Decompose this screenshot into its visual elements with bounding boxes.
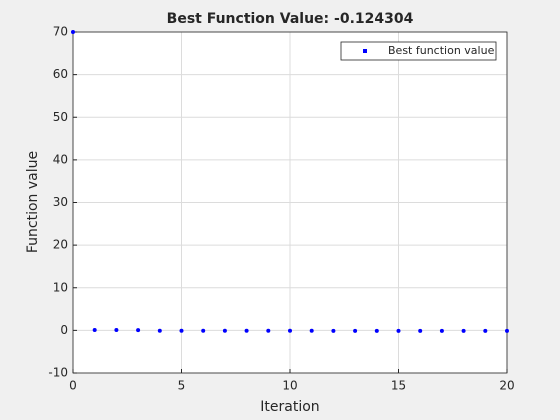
y-tick-label: 50	[53, 110, 68, 124]
point	[309, 328, 314, 333]
point	[418, 328, 423, 333]
point	[71, 30, 75, 34]
legend-label: Best function value	[388, 44, 495, 57]
y-tick-label: 0	[60, 323, 68, 337]
point	[461, 328, 466, 333]
chart-title: Best Function Value: -0.124304	[167, 11, 414, 27]
point	[244, 328, 249, 333]
x-tick-label: 5	[178, 379, 186, 393]
point	[353, 328, 358, 333]
point	[374, 328, 379, 333]
point	[331, 328, 336, 333]
point	[114, 327, 119, 332]
x-axis-label: Iteration	[260, 399, 319, 415]
point	[201, 328, 206, 333]
y-tick-label: -10	[48, 366, 68, 380]
y-tick-label: 30	[53, 195, 68, 209]
legend-box	[340, 41, 497, 61]
point	[396, 328, 401, 333]
x-tick-label: 0	[69, 379, 77, 393]
point	[157, 328, 162, 333]
point	[222, 328, 227, 333]
x-tick-label: 15	[391, 379, 406, 393]
y-tick-label: 10	[53, 280, 68, 294]
x-tick-label: 10	[282, 379, 297, 393]
x-tick-label: 20	[499, 379, 514, 393]
point	[439, 328, 444, 333]
y-tick-label: 60	[53, 67, 68, 81]
y-tick-label: 70	[53, 25, 68, 39]
point	[505, 328, 509, 333]
legend-marker	[363, 49, 367, 53]
y-tick-label: 20	[53, 238, 68, 252]
point	[483, 328, 488, 333]
point	[266, 328, 271, 333]
point	[136, 328, 141, 333]
point	[92, 327, 97, 332]
y-axis-label: Function value	[25, 151, 41, 253]
point	[288, 328, 292, 333]
point	[179, 328, 184, 333]
y-tick-label: 40	[53, 152, 68, 166]
